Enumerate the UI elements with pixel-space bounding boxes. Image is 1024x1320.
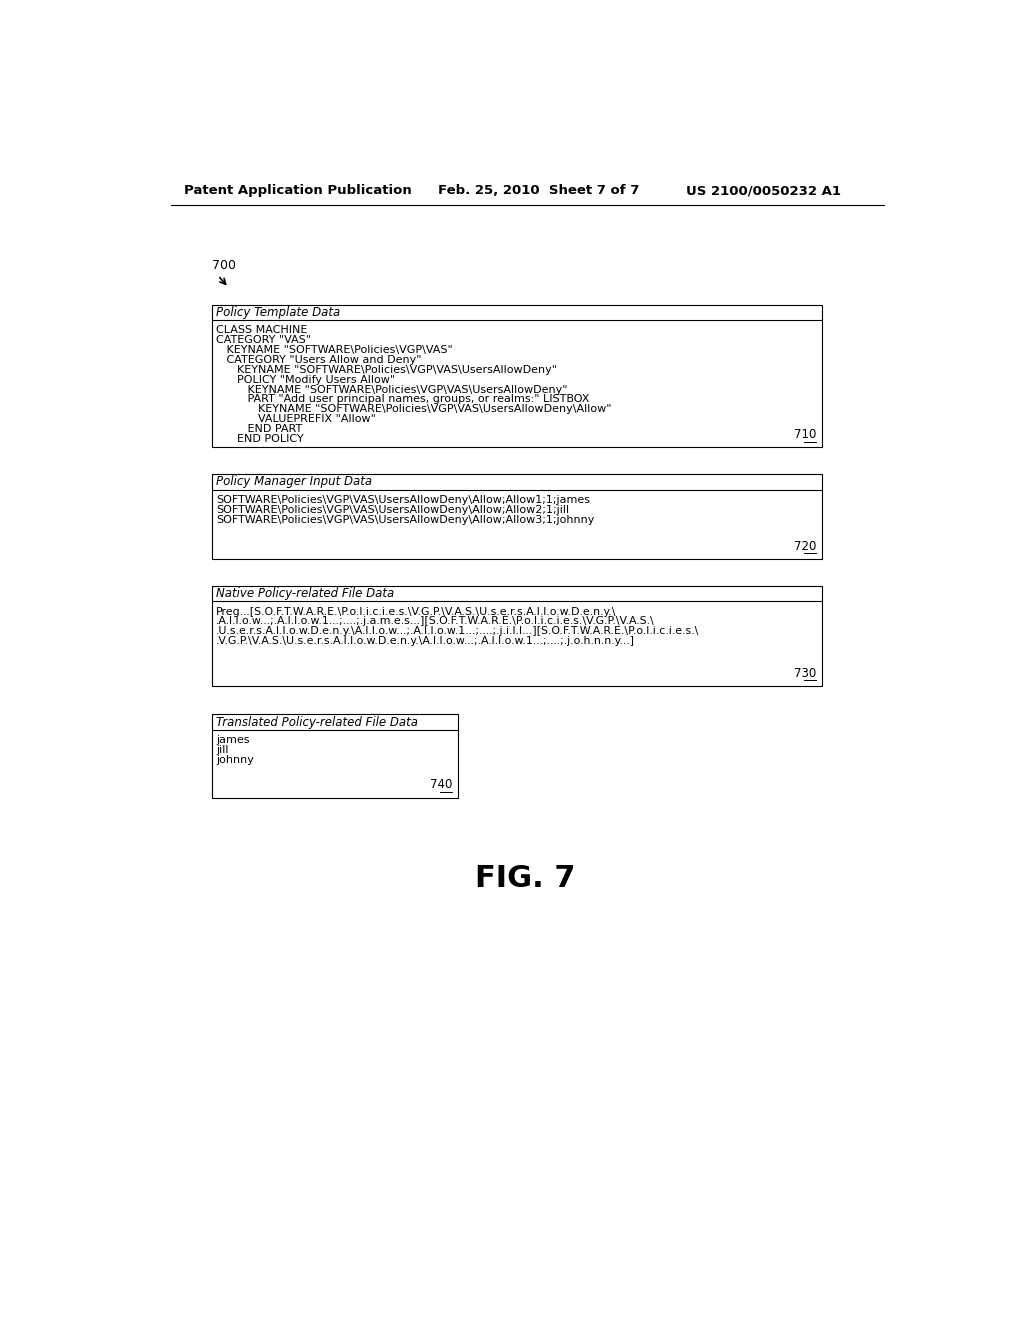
Text: jill: jill <box>216 744 228 755</box>
Text: SOFTWARE\Policies\VGP\VAS\UsersAllowDeny\Allow;Allow3;1;johnny: SOFTWARE\Policies\VGP\VAS\UsersAllowDeny… <box>216 515 595 524</box>
Bar <box>212 305 822 447</box>
Text: POLICY "Modify Users Allow": POLICY "Modify Users Allow" <box>216 375 395 384</box>
Text: 730: 730 <box>794 667 816 680</box>
Text: FIG. 7: FIG. 7 <box>474 863 575 892</box>
Text: Native Policy-related File Data: Native Policy-related File Data <box>216 587 394 601</box>
Text: US 2100/0050232 A1: US 2100/0050232 A1 <box>686 185 841 197</box>
Text: johnny: johnny <box>216 755 254 764</box>
Text: Policy Template Data: Policy Template Data <box>216 306 341 319</box>
Text: Feb. 25, 2010  Sheet 7 of 7: Feb. 25, 2010 Sheet 7 of 7 <box>438 185 639 197</box>
Text: 720: 720 <box>794 540 816 553</box>
Text: SOFTWARE\Policies\VGP\VAS\UsersAllowDeny\Allow;Allow1;1;james: SOFTWARE\Policies\VGP\VAS\UsersAllowDeny… <box>216 495 591 504</box>
Bar <box>212 474 822 558</box>
Text: END POLICY: END POLICY <box>216 434 304 444</box>
Text: VALUEPREFIX "Allow": VALUEPREFIX "Allow" <box>216 414 376 424</box>
Bar <box>212 714 458 797</box>
Text: PART "Add user principal names, groups, or realms:" LISTBOX: PART "Add user principal names, groups, … <box>216 395 590 404</box>
Text: CATEGORY "VAS": CATEGORY "VAS" <box>216 335 311 346</box>
Text: Patent Application Publication: Patent Application Publication <box>183 185 412 197</box>
Text: 700: 700 <box>212 259 236 272</box>
Text: END PART: END PART <box>216 424 303 434</box>
Text: .V.G.P.\V.A.S.\U.s.e.r.s.A.l.l.o.w.D.e.n.y.\A.l.l.o.w...;.A.l.l.o.w.1...;....;.j: .V.G.P.\V.A.S.\U.s.e.r.s.A.l.l.o.w.D.e.n… <box>216 636 635 645</box>
Bar <box>212 586 822 686</box>
Text: .U.s.e.r.s.A.l.l.o.w.D.e.n.y.\A.l.l.o.w...;.A.l.l.o.w.1...;....;.j.i.l.l...][S.O: .U.s.e.r.s.A.l.l.o.w.D.e.n.y.\A.l.l.o.w.… <box>216 626 699 636</box>
Text: KEYNAME "SOFTWARE\Policies\VGP\VAS\UsersAllowDeny": KEYNAME "SOFTWARE\Policies\VGP\VAS\Users… <box>216 384 568 395</box>
Text: KEYNAME "SOFTWARE\Policies\VGP\VAS\UsersAllowDeny": KEYNAME "SOFTWARE\Policies\VGP\VAS\Users… <box>216 364 557 375</box>
Text: CLASS MACHINE: CLASS MACHINE <box>216 326 308 335</box>
Text: CATEGORY "Users Allow and Deny": CATEGORY "Users Allow and Deny" <box>216 355 422 366</box>
Text: 710: 710 <box>794 428 816 441</box>
Text: 740: 740 <box>430 779 452 792</box>
Text: .A.l.l.o.w...;.A.l.l.o.w.1...;....;.j.a.m.e.s...][S.O.F.T.W.A.R.E.\P.o.l.i.c.i.e: .A.l.l.o.w...;.A.l.l.o.w.1...;....;.j.a.… <box>216 616 655 626</box>
Text: KEYNAME "SOFTWARE\Policies\VGP\VAS": KEYNAME "SOFTWARE\Policies\VGP\VAS" <box>216 346 453 355</box>
Text: Policy Manager Input Data: Policy Manager Input Data <box>216 475 373 488</box>
Text: Translated Policy-related File Data: Translated Policy-related File Data <box>216 715 419 729</box>
Text: james: james <box>216 735 250 744</box>
Text: Preg...[S.O.F.T.W.A.R.E.\P.o.l.i.c.i.e.s.\V.G.P.\V.A.S.\U.s.e.r.s.A.l.l.o.w.D.e.: Preg...[S.O.F.T.W.A.R.E.\P.o.l.i.c.i.e.s… <box>216 607 616 616</box>
Text: SOFTWARE\Policies\VGP\VAS\UsersAllowDeny\Allow;Allow2;1;jill: SOFTWARE\Policies\VGP\VAS\UsersAllowDeny… <box>216 504 569 515</box>
Text: KEYNAME "SOFTWARE\Policies\VGP\VAS\UsersAllowDeny\Allow": KEYNAME "SOFTWARE\Policies\VGP\VAS\Users… <box>216 404 612 414</box>
